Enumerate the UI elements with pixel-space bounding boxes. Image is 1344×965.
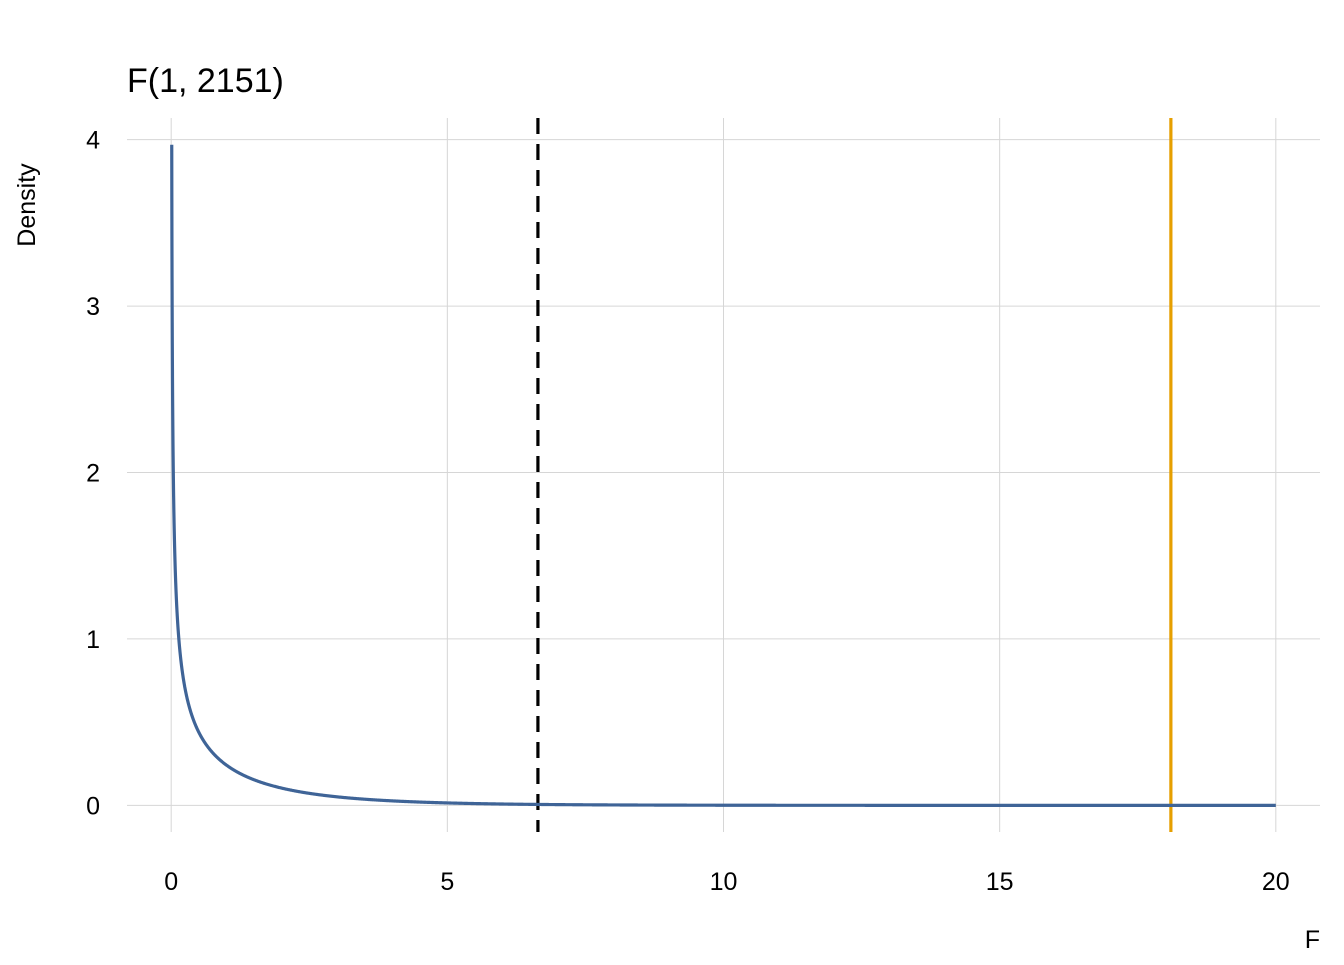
chart-title: F(1, 2151): [127, 62, 284, 100]
x-tick-label: 20: [1262, 868, 1290, 896]
y-tick-label: 3: [86, 293, 100, 321]
y-axis-label: Density: [13, 163, 41, 247]
x-tick-label: 10: [710, 868, 738, 896]
x-tick-label: 5: [440, 868, 454, 896]
x-tick-label: 0: [164, 868, 178, 896]
y-tick-label: 4: [86, 127, 100, 155]
y-tick-label: 0: [86, 792, 100, 820]
y-tick-label: 2: [86, 460, 100, 488]
grid: [127, 118, 1320, 832]
density-curve: [170, 143, 1276, 807]
x-tick-label: 15: [986, 868, 1014, 896]
tick-labels: 0 5 10 15 20 0 1 2 3 4: [86, 127, 1290, 896]
reference-lines: [536, 118, 1173, 832]
x-axis-label: F: [1305, 926, 1320, 954]
y-tick-label: 1: [86, 626, 100, 654]
